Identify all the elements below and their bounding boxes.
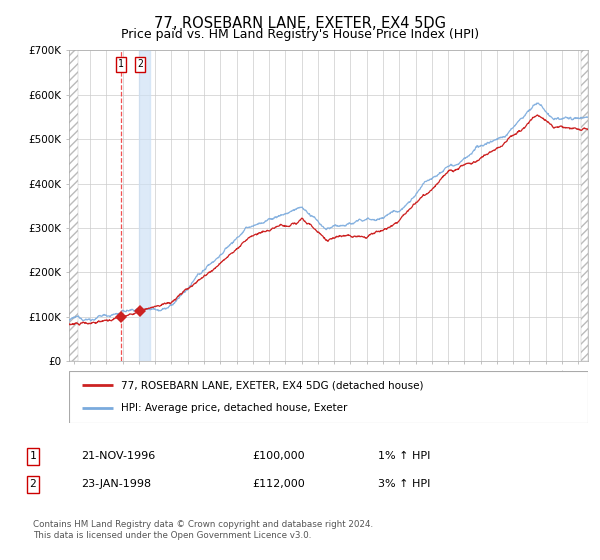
Text: 2: 2: [137, 59, 143, 69]
Text: Price paid vs. HM Land Registry's House Price Index (HPI): Price paid vs. HM Land Registry's House …: [121, 28, 479, 41]
Bar: [581, 50, 588, 361]
Text: HPI: Average price, detached house, Exeter: HPI: Average price, detached house, Exet…: [121, 403, 347, 413]
Text: 23-JAN-1998: 23-JAN-1998: [81, 479, 151, 489]
Text: £112,000: £112,000: [252, 479, 305, 489]
Text: £100,000: £100,000: [252, 451, 305, 461]
Bar: [69, 50, 78, 361]
Bar: [139, 50, 149, 361]
Text: 1: 1: [29, 451, 37, 461]
Text: 77, ROSEBARN LANE, EXETER, EX4 5DG: 77, ROSEBARN LANE, EXETER, EX4 5DG: [154, 16, 446, 31]
FancyBboxPatch shape: [69, 371, 588, 423]
Text: 1% ↑ HPI: 1% ↑ HPI: [378, 451, 430, 461]
Text: 2: 2: [29, 479, 37, 489]
Text: 21-NOV-1996: 21-NOV-1996: [81, 451, 155, 461]
Text: 1: 1: [118, 59, 124, 69]
Text: 77, ROSEBARN LANE, EXETER, EX4 5DG (detached house): 77, ROSEBARN LANE, EXETER, EX4 5DG (deta…: [121, 380, 424, 390]
Text: Contains HM Land Registry data © Crown copyright and database right 2024.
This d: Contains HM Land Registry data © Crown c…: [33, 520, 373, 540]
Text: 3% ↑ HPI: 3% ↑ HPI: [378, 479, 430, 489]
